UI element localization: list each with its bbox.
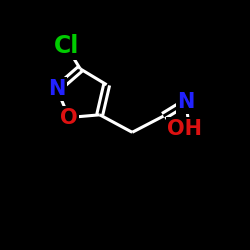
Text: Cl: Cl [54, 34, 79, 58]
Text: N: N [48, 79, 66, 99]
Text: O: O [60, 108, 78, 128]
Text: N: N [177, 92, 195, 112]
Text: OH: OH [167, 118, 202, 139]
